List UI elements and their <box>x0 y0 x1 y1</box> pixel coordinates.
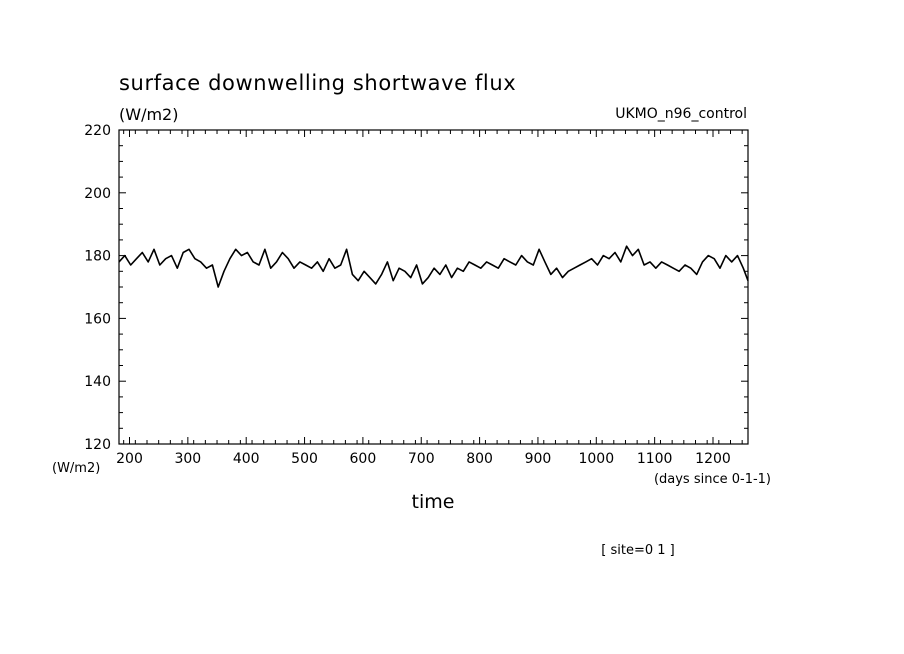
y-tick-label: 160 <box>84 311 111 327</box>
y-units-label: (W/m2) <box>52 461 100 476</box>
x-tick-label: 400 <box>233 451 260 467</box>
site-label: [ site=0 1 ] <box>601 543 674 558</box>
x-axis-label: time <box>412 491 455 513</box>
x-tick-label: 900 <box>525 451 552 467</box>
plot-frame <box>118 129 749 445</box>
y-tick-label: 180 <box>84 249 111 265</box>
x-tick-label: 1000 <box>578 451 614 467</box>
y-tick-label: 220 <box>84 123 111 139</box>
x-tick-label: 800 <box>466 451 493 467</box>
x-tick-labels: 200 300 400 500 600 700 800 900 1000 1100 1200 <box>116 451 731 467</box>
x-tick-label: 1200 <box>695 451 731 467</box>
axis-ticks <box>119 129 748 445</box>
y-tick-labels: 120 140 160 180 200 220 <box>84 123 111 453</box>
x-tick-label: 600 <box>350 451 377 467</box>
x-tick-label: 200 <box>116 451 143 467</box>
x-tick-label: 1100 <box>637 451 673 467</box>
units-label: (W/m2) <box>119 105 178 124</box>
y-tick-label: 200 <box>84 186 111 202</box>
chart-title: surface downwelling shortwave flux <box>119 71 516 95</box>
series-line <box>118 245 749 288</box>
x-tick-label: 500 <box>291 451 318 467</box>
y-tick-label: 120 <box>84 437 111 453</box>
x-tick-label: 300 <box>174 451 201 467</box>
y-tick-label: 140 <box>84 374 111 390</box>
x-units-label: (days since 0-1-1) <box>654 472 771 487</box>
model-label: UKMO_n96_control <box>615 106 747 122</box>
x-tick-label: 700 <box>408 451 435 467</box>
